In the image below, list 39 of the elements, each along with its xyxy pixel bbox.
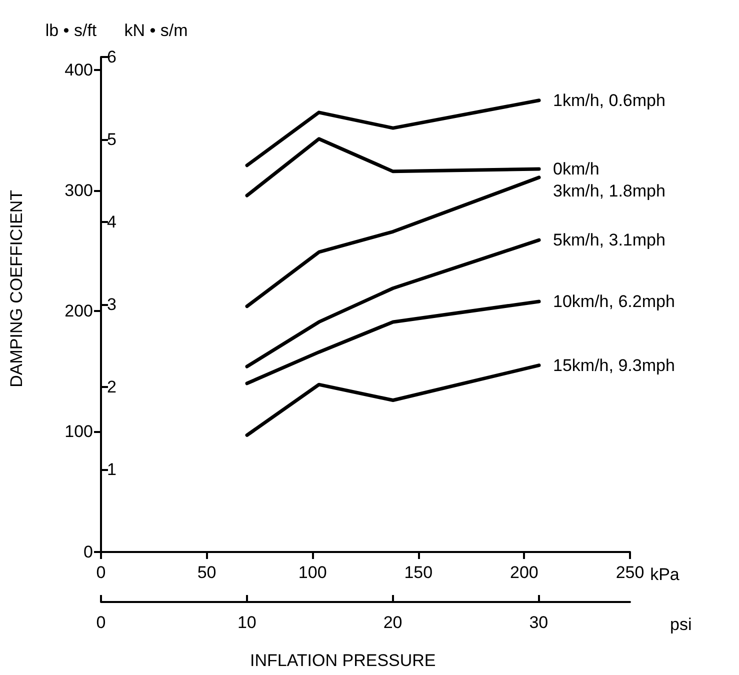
series-label: 3km/h, 1.8mph: [553, 182, 666, 201]
line-series: [245, 98, 541, 168]
line-series: [245, 364, 541, 437]
series-label: 15km/h, 9.3mph: [553, 356, 675, 375]
series-label: 5km/h, 3.1mph: [553, 230, 666, 250]
y2-tick-label: 2: [107, 378, 116, 396]
line-series: [245, 300, 541, 386]
line-series: [245, 137, 541, 198]
x2-tick-label: 30: [529, 613, 548, 632]
x-tick-label: 250: [616, 563, 644, 582]
y-tick-label: 100: [64, 422, 93, 442]
x-tick-label: 100: [298, 563, 327, 582]
y-tick-label: 300: [64, 181, 93, 200]
y2-tick-label: 4: [107, 212, 116, 232]
y2-tick-label: 1: [107, 460, 116, 479]
series-label: 1km/h, 0.6mph: [553, 90, 666, 110]
x-axis-title: kPa: [650, 565, 680, 584]
x-tick-label: 50: [197, 563, 216, 582]
y2-tick-label: 6: [107, 48, 116, 66]
y2-axis-title: kN • s/m: [124, 21, 188, 40]
x2-tick-label: 0: [96, 613, 106, 632]
text: DAMPING COEFFICIENT: [7, 190, 26, 388]
series-label: 0km/h: [553, 160, 600, 179]
x2-tick-label: 20: [383, 613, 402, 632]
x2-tick-label: 10: [237, 613, 256, 632]
x-tick-label: 150: [404, 563, 433, 582]
text: INFLATION PRESSURE: [250, 651, 436, 670]
y2-tick-label: 3: [107, 295, 116, 314]
y-tick-label: 400: [64, 60, 93, 80]
line-series: [245, 238, 541, 368]
y-tick-label: 200: [64, 302, 93, 321]
series-label: 10km/h, 6.2mph: [553, 292, 675, 311]
y-tick-label: 0: [84, 542, 93, 562]
y2-tick-label: 5: [107, 130, 116, 149]
y-axis-title: lb • s/ft: [45, 21, 97, 40]
x-tick-label: 0: [96, 563, 106, 582]
x-tick-label: 200: [510, 563, 538, 582]
x2-axis-title: psi: [670, 615, 692, 634]
line-series: [245, 176, 541, 308]
